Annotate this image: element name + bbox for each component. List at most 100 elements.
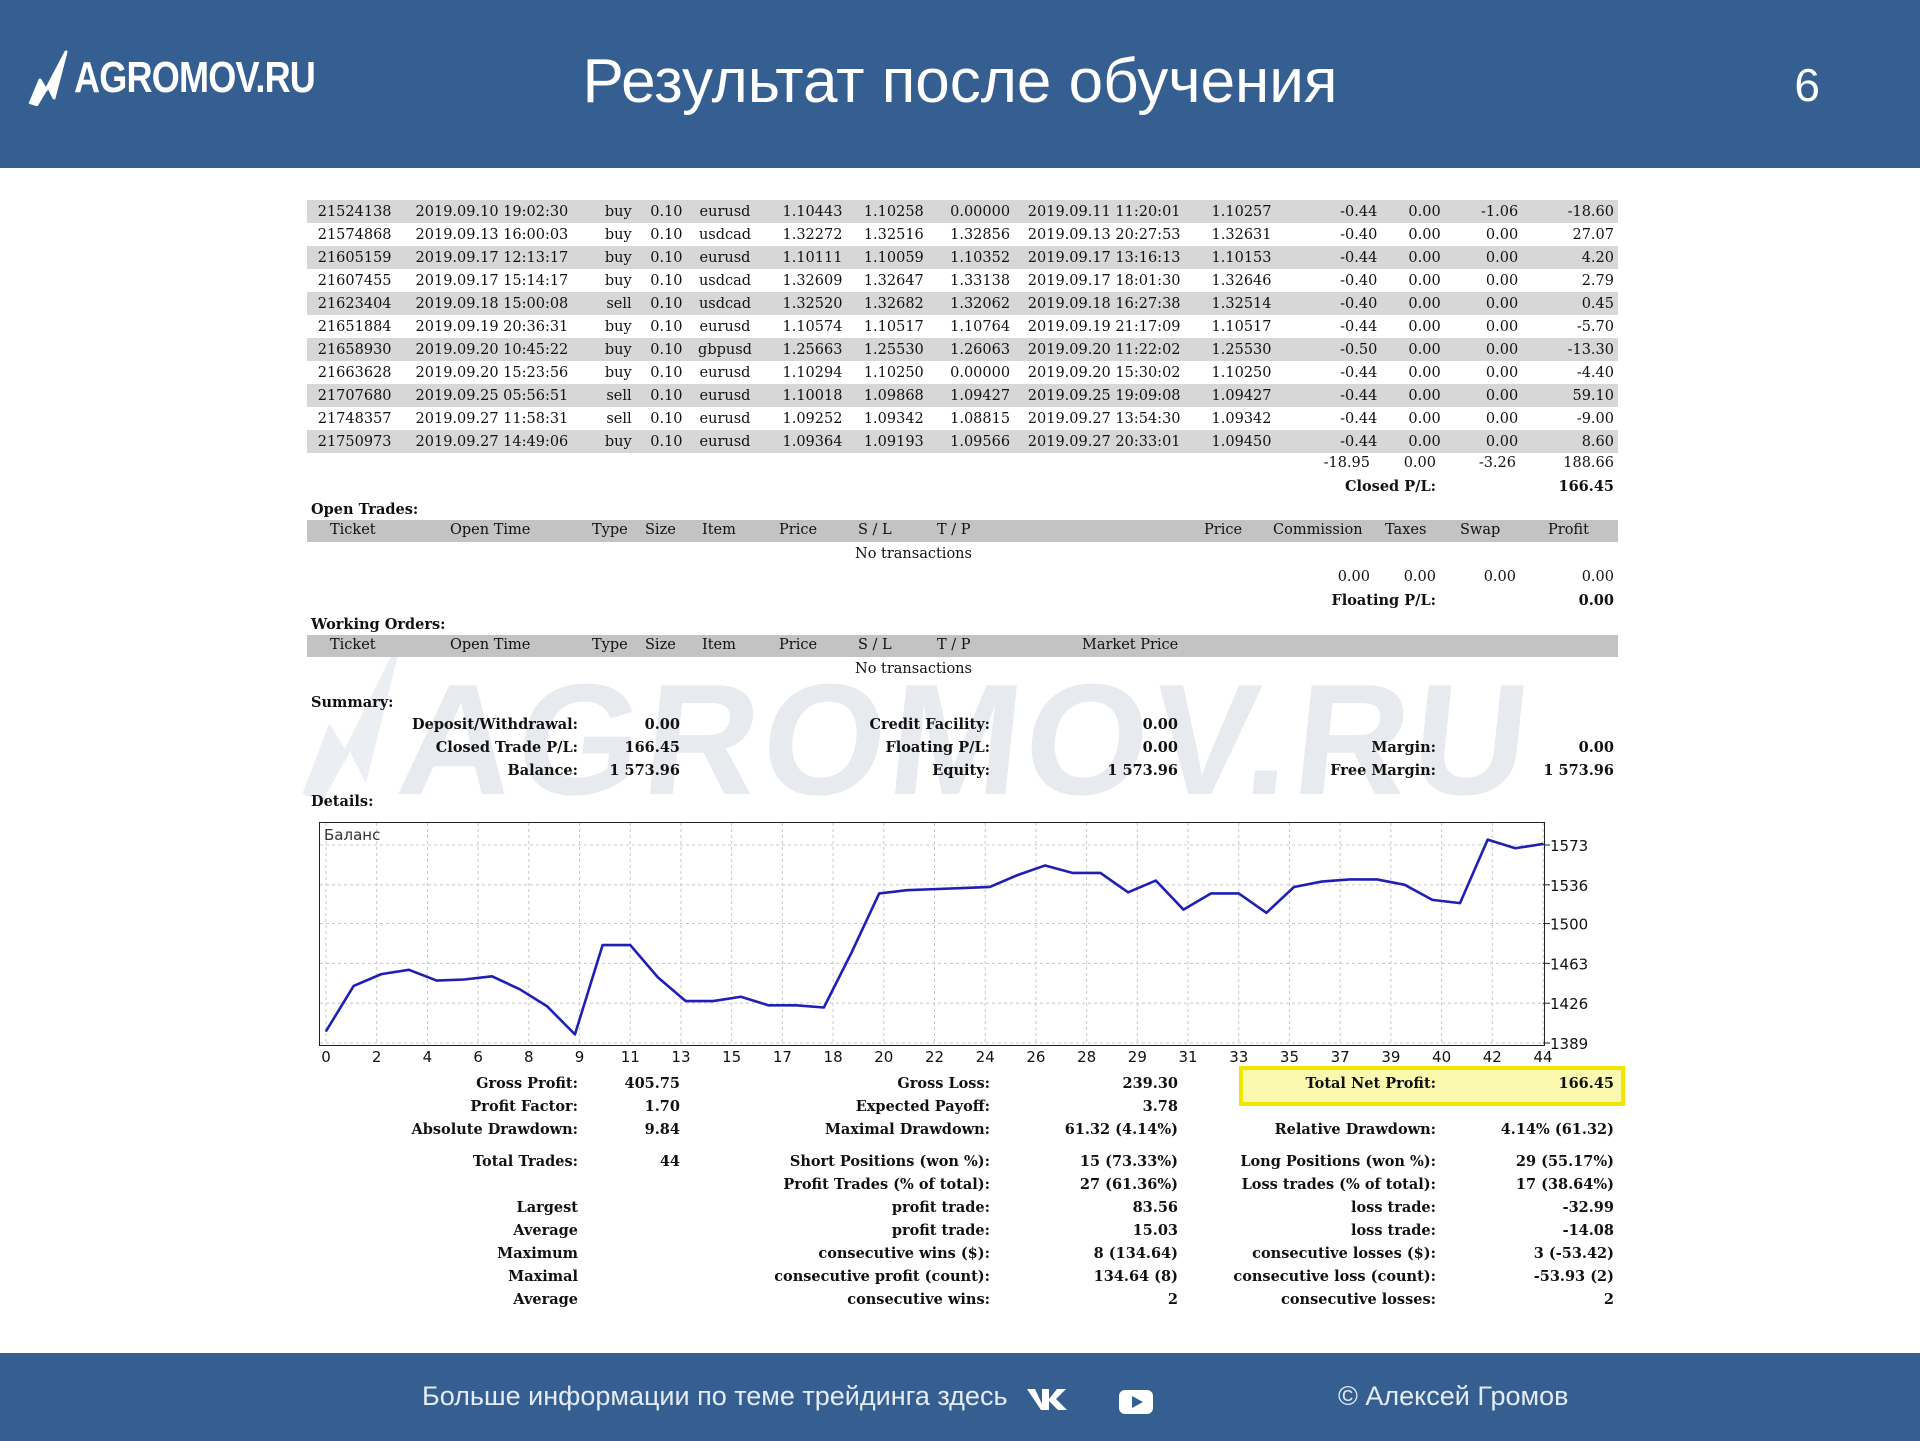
trade-cell: 59.10 (1522, 384, 1618, 407)
trade-cell: -5.70 (1576, 318, 1614, 335)
trade-cell: buy (604, 226, 632, 243)
trade-cell: 1.10517 (863, 318, 924, 335)
trade-cell: 0.10 (650, 364, 683, 381)
trade-cell: 2019.09.17 18:01:30 (1027, 272, 1181, 289)
trade-cell: 1.09868 (846, 384, 928, 407)
trade-cell: 0.00000 (950, 364, 1011, 381)
trade-cell: 0.00 (1485, 226, 1519, 243)
trade-cell: 0.00 (1444, 338, 1523, 361)
trade-cell: 1.10294 (782, 364, 843, 381)
x-tick-label: 22 (925, 1048, 944, 1066)
credit-label: Credit Facility: (869, 716, 990, 733)
free-margin-value: 1 573.96 (1543, 762, 1614, 779)
trade-cell: 1.32609 (782, 272, 843, 289)
trade-cell: 1.10250 (1211, 364, 1272, 381)
absolute-drawdown-label: Absolute Drawdown: (411, 1121, 578, 1138)
trade-cell: usdcad (686, 292, 764, 315)
col-sl: S / L (858, 522, 892, 538)
open-commission-total: 0.00 (1337, 569, 1370, 585)
maximal-drawdown-value: 61.32 (4.14%) (1064, 1121, 1178, 1138)
col-type: Type (592, 522, 628, 538)
trade-cell: 2019.09.13 16:00:03 (415, 226, 569, 243)
trade-cell: 1.25663 (763, 338, 847, 361)
balance-value: 1 573.96 (609, 762, 680, 779)
x-tick-label: 6 (473, 1048, 483, 1066)
summary-title: Summary: (311, 694, 394, 711)
trade-cell: 0.00 (1485, 318, 1519, 335)
copyright: © Алексей Громов (1338, 1381, 1569, 1411)
trade-cell: 2019.09.27 14:49:06 (402, 430, 582, 453)
x-tick-label: 15 (722, 1048, 741, 1066)
trade-cell: 21748357 (317, 410, 392, 427)
profit-trades-value: 27 (61.36%) (1079, 1176, 1178, 1193)
trade-cell: 0.00 (1444, 430, 1523, 453)
trade-cell: 21524138 (307, 200, 403, 223)
trade-cell: 0.00 (1485, 410, 1519, 427)
total-taxes: 0.00 (1403, 455, 1436, 471)
logo[interactable]: AGROMOV.RU (28, 50, 368, 106)
trade-cell: 1.10153 (1194, 246, 1276, 269)
trade-cell: 27.07 (1572, 226, 1614, 243)
trade-cell: usdcad (698, 226, 752, 243)
trade-cell: 21658930 (307, 338, 403, 361)
x-tick-label: 28 (1077, 1048, 1096, 1066)
trade-cell: 1.32647 (863, 272, 924, 289)
largest-loss-value: -32.99 (1562, 1199, 1614, 1216)
trade-cell: eurusd (686, 384, 764, 407)
trade-cell: buy (581, 246, 636, 269)
total-trades-label: Total Trades: (472, 1153, 578, 1170)
trade-cell: 0.10 (635, 200, 687, 223)
profit-factor-value: 1.70 (644, 1098, 680, 1115)
trade-cell: 0.45 (1522, 292, 1618, 315)
details-title: Details: (311, 793, 374, 810)
floating-pl-value: 0.00 (1578, 592, 1614, 609)
trade-cell: 1.10443 (763, 200, 847, 223)
trade-cell: 1.09566 (927, 430, 1015, 453)
trade-cell: 1.10574 (782, 318, 843, 335)
trade-cell: 0.00 (1408, 364, 1441, 381)
trade-cell: 0.00 (1381, 338, 1445, 361)
total-net-profit-highlight (1239, 1066, 1625, 1106)
trade-row: 21607455 2019.09.17 15:14:17 buy 0.10 usdcad… (307, 269, 1618, 292)
trade-cell: -0.44 (1275, 384, 1382, 407)
x-tick-label: 0 (321, 1048, 331, 1066)
trade-cell: 2019.09.20 15:30:02 (1027, 364, 1181, 381)
trade-cell: 1.32646 (1211, 272, 1272, 289)
trade-cell: -0.44 (1340, 318, 1378, 335)
x-tick-label: 42 (1483, 1048, 1502, 1066)
credit-value: 0.00 (1142, 716, 1178, 733)
trade-row: 21623404 2019.09.18 15:00:08 sell 0.10 usdca… (307, 292, 1618, 315)
closed-trades-table: 21524138 2019.09.10 19:02:30 buy 0.10 eurusd… (307, 200, 1618, 453)
trade-cell: eurusd (686, 200, 764, 223)
trade-row: 21658930 2019.09.20 10:45:22 buy 0.10 gbpusd… (307, 338, 1618, 361)
trade-cell: 0.10 (635, 384, 687, 407)
col-price: Price (779, 637, 818, 653)
youtube-icon[interactable] (1118, 1389, 1154, 1415)
trade-cell: 1.10258 (846, 200, 928, 223)
trade-cell: eurusd (686, 430, 764, 453)
trade-cell: 0.00 (1381, 384, 1445, 407)
trade-cell: 0.00 (1408, 318, 1441, 335)
gross-loss-value: 239.30 (1122, 1075, 1179, 1092)
trade-cell: sell (581, 384, 636, 407)
trade-cell: -0.40 (1340, 272, 1378, 289)
col-profit: Profit (1548, 522, 1589, 538)
trade-cell: sell (581, 292, 636, 315)
trade-cell: 0.10 (635, 292, 687, 315)
trade-cell: 1.10250 (863, 364, 924, 381)
max-consecutive-losses-label: consecutive losses ($): (1252, 1245, 1436, 1262)
trade-cell: -18.60 (1522, 200, 1618, 223)
trade-cell: 2019.09.18 15:00:08 (402, 292, 582, 315)
trade-cell: 1.09193 (846, 430, 928, 453)
trade-cell: 2019.09.27 11:58:31 (415, 410, 569, 427)
trade-cell: 2019.09.25 19:09:08 (1014, 384, 1195, 407)
vk-icon[interactable] (1025, 1386, 1069, 1412)
trade-cell: 2019.09.17 13:16:13 (1014, 246, 1195, 269)
relative-drawdown-label: Relative Drawdown: (1274, 1121, 1436, 1138)
col-tp: T / P (937, 522, 971, 538)
max-consecutive-wins-value: 8 (134.64) (1093, 1245, 1178, 1262)
trade-cell: 2019.09.10 19:02:30 (402, 200, 582, 223)
loss-trades-value: 17 (38.64%) (1515, 1176, 1614, 1193)
trade-cell: 1.10257 (1194, 200, 1276, 223)
x-tick-label: 8 (524, 1048, 534, 1066)
